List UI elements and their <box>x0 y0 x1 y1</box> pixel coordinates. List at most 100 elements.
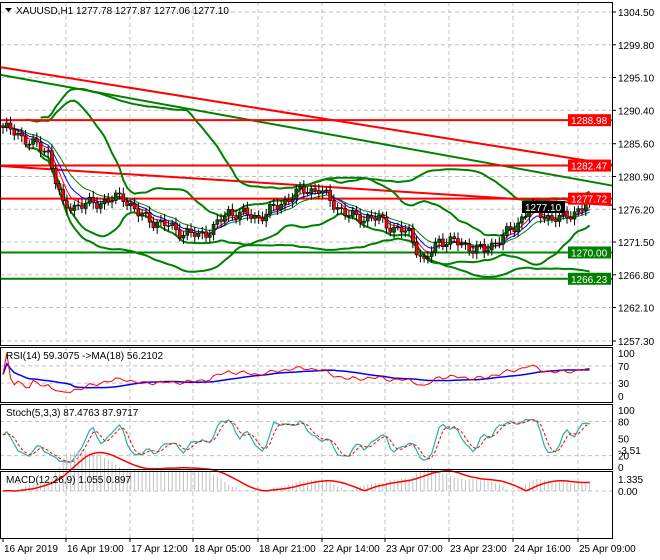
bull-candle[interactable] <box>114 192 118 201</box>
bull-candle[interactable] <box>279 204 284 210</box>
bull-candle[interactable] <box>196 232 201 237</box>
bull-candle[interactable] <box>403 230 408 233</box>
bear-candle[interactable] <box>332 200 336 210</box>
bull-candle[interactable] <box>377 214 381 221</box>
bull-candle[interactable] <box>298 186 302 190</box>
bull-candle[interactable] <box>140 212 144 217</box>
bear-candle[interactable] <box>204 231 208 238</box>
bull-candle[interactable] <box>211 223 216 236</box>
bear-candle[interactable] <box>12 128 17 136</box>
bear-candle[interactable] <box>27 143 32 146</box>
bear-candle[interactable] <box>441 238 445 248</box>
bear-candle[interactable] <box>256 215 261 219</box>
bull-candle[interactable] <box>392 226 396 233</box>
bull-candle[interactable] <box>238 211 242 220</box>
bull-candle[interactable] <box>395 226 400 229</box>
bull-candle[interactable] <box>294 188 299 200</box>
bull-candle[interactable] <box>185 228 190 236</box>
bear-candle[interactable] <box>121 193 126 202</box>
bear-candle[interactable] <box>580 208 584 211</box>
bear-candle[interactable] <box>174 222 178 230</box>
bear-candle[interactable] <box>411 228 415 243</box>
bear-candle[interactable] <box>399 226 404 233</box>
bull-candle[interactable] <box>407 228 411 232</box>
bear-candle[interactable] <box>286 199 291 202</box>
bear-candle[interactable] <box>358 214 363 224</box>
bear-candle[interactable] <box>467 243 472 252</box>
bear-candle[interactable] <box>347 215 351 217</box>
bear-candle[interactable] <box>418 254 423 257</box>
bear-candle[interactable] <box>189 228 193 234</box>
bull-candle[interactable] <box>489 242 494 251</box>
bear-candle[interactable] <box>177 229 182 239</box>
bull-candle[interactable] <box>4 122 9 129</box>
stochastic-panel[interactable] <box>2 418 590 464</box>
bull-candle[interactable] <box>253 215 257 219</box>
bear-candle[interactable] <box>565 210 569 218</box>
bull-candle[interactable] <box>264 213 269 222</box>
bear-candle[interactable] <box>317 190 321 194</box>
bear-candle[interactable] <box>230 209 235 216</box>
bear-candle[interactable] <box>91 196 96 203</box>
bull-candle[interactable] <box>557 214 562 222</box>
bear-candle[interactable] <box>550 215 554 220</box>
bull-candle[interactable] <box>350 210 355 217</box>
bear-candle[interactable] <box>313 188 317 191</box>
bull-candle[interactable] <box>576 208 581 213</box>
bear-candle[interactable] <box>125 201 129 206</box>
triangle-down-icon[interactable] <box>5 8 12 12</box>
bull-candle[interactable] <box>110 200 114 203</box>
bear-candle[interactable] <box>373 217 378 221</box>
bear-candle[interactable] <box>384 216 389 229</box>
bull-candle[interactable] <box>226 209 231 217</box>
bear-candle[interactable] <box>343 208 347 216</box>
bear-candle[interactable] <box>497 242 502 245</box>
bear-candle[interactable] <box>65 200 69 209</box>
bull-candle[interactable] <box>362 220 366 224</box>
bear-candle[interactable] <box>80 204 84 209</box>
bull-candle[interactable] <box>268 204 272 215</box>
price-panel[interactable] <box>0 66 613 280</box>
bear-candle[interactable] <box>8 122 13 130</box>
bull-candle[interactable] <box>283 199 287 205</box>
bear-candle[interactable] <box>19 132 24 137</box>
bear-candle[interactable] <box>166 225 171 227</box>
bear-candle[interactable] <box>136 208 141 217</box>
bull-candle[interactable] <box>505 226 509 236</box>
bear-candle[interactable] <box>339 207 344 209</box>
bear-candle[interactable] <box>271 204 276 206</box>
bear-candle[interactable] <box>245 207 250 215</box>
bear-candle[interactable] <box>38 141 43 152</box>
bear-candle[interactable] <box>471 250 475 254</box>
bull-candle[interactable] <box>444 244 449 248</box>
rsi-panel[interactable] <box>2 352 590 393</box>
bear-candle[interactable] <box>1 125 5 129</box>
bear-candle[interactable] <box>23 135 28 145</box>
bear-candle[interactable] <box>328 189 332 201</box>
bear-candle[interactable] <box>151 221 156 228</box>
bull-candle[interactable] <box>448 236 453 245</box>
bear-candle[interactable] <box>553 218 558 222</box>
bear-candle[interactable] <box>260 217 265 222</box>
bull-candle[interactable] <box>144 212 148 214</box>
bear-candle[interactable] <box>354 210 359 215</box>
bull-candle[interactable] <box>102 198 107 205</box>
bear-candle[interactable] <box>219 219 223 222</box>
bull-candle[interactable] <box>459 243 464 246</box>
bull-candle[interactable] <box>241 207 246 213</box>
bear-candle[interactable] <box>275 205 280 210</box>
bull-candle[interactable] <box>72 204 77 211</box>
bear-candle[interactable] <box>61 189 65 202</box>
bear-candle[interactable] <box>234 215 238 220</box>
bear-candle[interactable] <box>456 238 460 246</box>
bear-candle[interactable] <box>542 217 547 220</box>
bull-candle[interactable] <box>290 198 295 202</box>
bull-candle[interactable] <box>155 221 159 228</box>
bear-candle[interactable] <box>57 183 62 190</box>
bull-candle[interactable] <box>437 238 441 243</box>
bull-candle[interactable] <box>159 219 163 223</box>
bull-candle[interactable] <box>493 242 498 245</box>
bear-candle[interactable] <box>452 236 457 239</box>
bear-candle[interactable] <box>482 243 487 253</box>
